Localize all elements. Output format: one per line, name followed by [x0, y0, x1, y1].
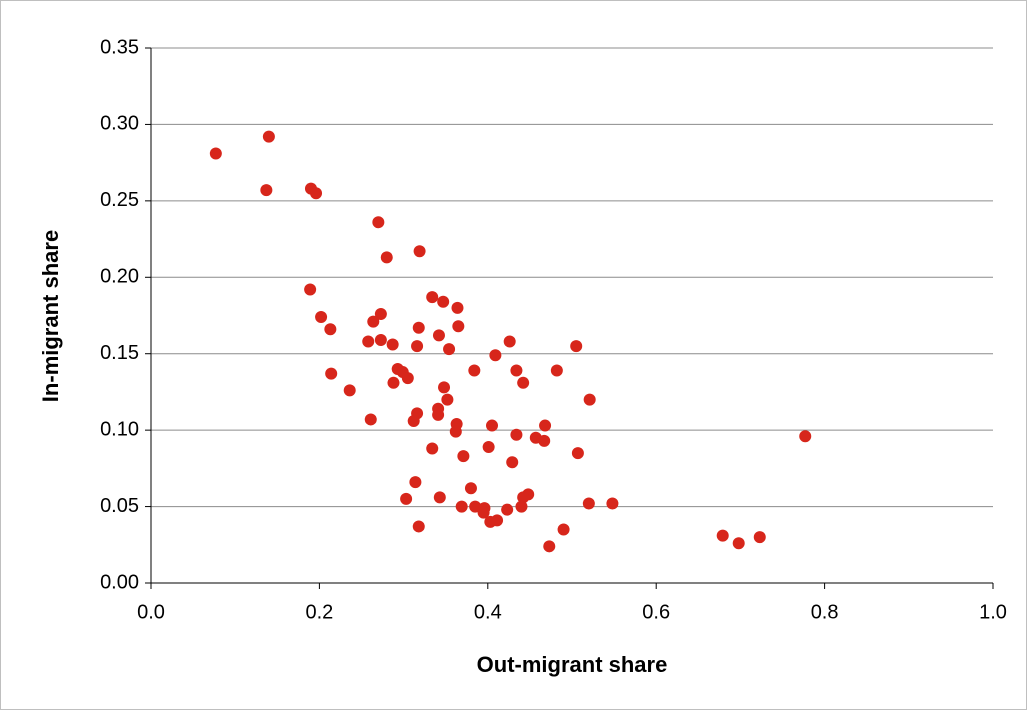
- point: [372, 216, 385, 229]
- point: [209, 147, 222, 160]
- point: [489, 349, 502, 362]
- point: [315, 311, 328, 324]
- point: [304, 283, 317, 296]
- y-tick-label: 0.10: [100, 418, 139, 440]
- point: [515, 500, 528, 513]
- point: [409, 476, 422, 489]
- point: [486, 419, 499, 432]
- point: [262, 130, 275, 143]
- y-tick-label: 0.30: [100, 113, 139, 135]
- point: [412, 321, 425, 334]
- point: [510, 428, 523, 441]
- point: [510, 364, 523, 377]
- point: [550, 364, 563, 377]
- point: [538, 434, 551, 447]
- y-tick-label: 0.00: [100, 571, 139, 593]
- point: [407, 414, 420, 427]
- point: [411, 340, 424, 353]
- point: [571, 447, 584, 460]
- point: [367, 315, 380, 328]
- point: [570, 340, 583, 353]
- point: [517, 376, 530, 389]
- y-tick-label: 0.15: [100, 342, 139, 364]
- point: [799, 430, 812, 443]
- point: [426, 442, 439, 455]
- point: [412, 520, 425, 533]
- point: [582, 497, 595, 510]
- point: [506, 456, 519, 469]
- point: [364, 413, 377, 426]
- point: [324, 323, 337, 336]
- point: [457, 450, 470, 463]
- point: [374, 333, 387, 346]
- point: [606, 497, 619, 510]
- point: [491, 514, 504, 527]
- point: [583, 393, 596, 406]
- y-tick-label: 0.20: [100, 266, 139, 288]
- point: [438, 381, 451, 394]
- x-tick-label: 1.0: [979, 601, 1007, 623]
- x-tick-label: 0.2: [305, 601, 333, 623]
- point: [387, 376, 400, 389]
- point: [432, 408, 445, 421]
- x-tick-label: 0.4: [474, 601, 502, 623]
- point: [426, 291, 439, 304]
- point: [433, 491, 446, 504]
- point: [557, 523, 570, 536]
- point: [468, 364, 481, 377]
- point: [386, 338, 399, 351]
- point: [482, 440, 495, 453]
- point: [517, 491, 530, 504]
- point: [441, 393, 454, 406]
- point: [455, 500, 468, 513]
- point: [753, 531, 766, 544]
- point: [451, 301, 464, 314]
- point: [443, 343, 456, 356]
- point: [400, 492, 413, 505]
- y-tick-label: 0.35: [100, 36, 139, 58]
- point: [260, 184, 273, 197]
- x-tick-label: 0.6: [642, 601, 670, 623]
- point: [503, 335, 516, 348]
- x-axis-title: Out-migrant share: [477, 652, 668, 677]
- point: [374, 307, 387, 320]
- point: [716, 529, 729, 542]
- x-tick-label: 0.0: [137, 601, 165, 623]
- y-tick-label: 0.25: [100, 189, 139, 211]
- point: [310, 187, 323, 200]
- point: [543, 540, 556, 553]
- x-tick-label: 0.8: [811, 601, 839, 623]
- point: [343, 384, 356, 397]
- point: [452, 320, 465, 333]
- point: [432, 329, 445, 342]
- point: [501, 503, 514, 516]
- point: [469, 500, 482, 513]
- point: [464, 482, 477, 495]
- point: [449, 425, 462, 438]
- point: [413, 245, 426, 258]
- y-tick-label: 0.05: [100, 495, 139, 517]
- point: [362, 335, 375, 348]
- point: [539, 419, 552, 432]
- point: [437, 295, 450, 308]
- point: [380, 251, 393, 264]
- y-axis-title: In-migrant share: [38, 230, 63, 402]
- point: [477, 506, 490, 519]
- point: [401, 372, 414, 385]
- point: [325, 367, 338, 380]
- point: [732, 537, 745, 550]
